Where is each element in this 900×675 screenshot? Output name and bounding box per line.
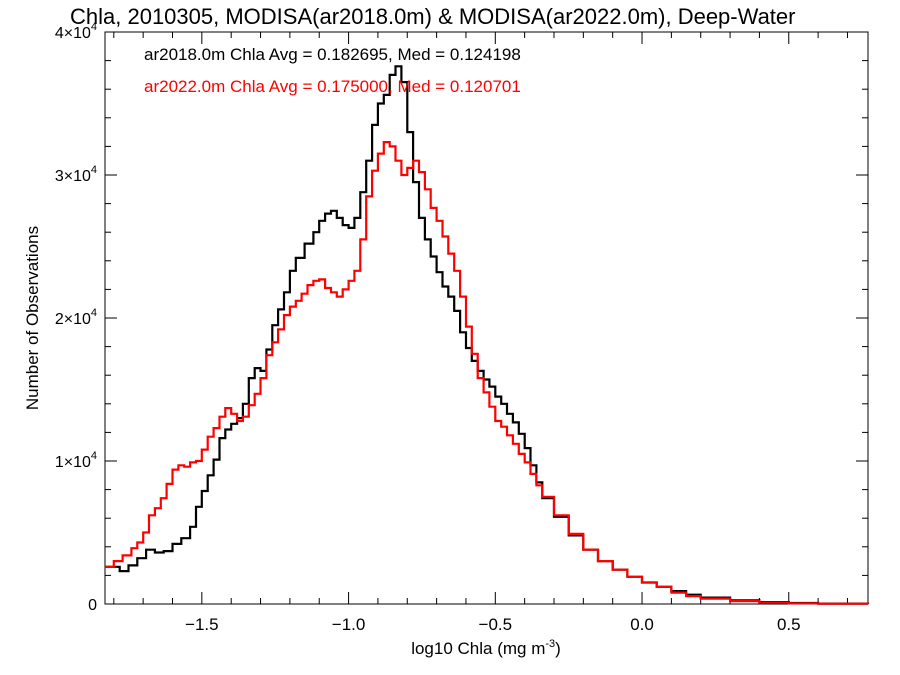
x-tick-label: −1.5 [185,615,219,634]
y-tick-label: 3×104 [55,164,97,185]
y-axis-label: Number of Observations [23,226,42,410]
series-layer [105,65,870,605]
y-tick-mantissa: 3×10 [55,168,91,185]
annotation-ar2018: ar2018.0m Chla Avg = 0.182695, Med = 0.1… [144,45,521,64]
y-tick-mantissa: 2×10 [55,311,91,328]
series-line-ar2018-0m [105,65,870,605]
chart-title: Chla, 2010305, MODISA(ar2018.0m) & MODIS… [70,4,795,29]
x-axis-label-main: log10 Chla (mg m [411,639,545,658]
y-tick-mantissa: 0 [88,597,97,614]
y-tick-label: 4×104 [55,21,97,42]
axis-ticks [105,31,868,605]
y-tick-exponent: 4 [91,307,97,319]
x-axis-tick-labels: −1.5 −1.0 −0.5 0.0 0.5 [185,615,801,634]
x-tick-label: −1.0 [332,615,366,634]
y-tick-exponent: 4 [91,450,97,462]
x-axis-label-tail: ) [555,639,561,658]
y-tick-mantissa: 4×10 [55,25,91,42]
plot-area [104,31,869,605]
y-tick-exponent: 4 [91,21,97,33]
x-tick-label: −0.5 [479,615,513,634]
y-tick-mantissa: 1×10 [55,454,91,471]
x-tick-label: 0.0 [630,615,654,634]
y-tick-label: 1×104 [55,450,97,471]
y-tick-label: 0 [88,597,97,614]
y-tick-label: 2×104 [55,307,97,328]
series-line-ar2022-0m [105,141,870,605]
x-tick-label: 0.5 [777,615,801,634]
y-tick-exponent: 4 [91,164,97,176]
x-axis-label: log10 Chla (mg m-3) [411,638,561,658]
x-axis-label-superscript: -3 [545,638,555,650]
annotation-ar2022: ar2022.0m Chla Avg = 0.175000, Med = 0.1… [144,77,521,96]
plot-border [104,31,869,605]
